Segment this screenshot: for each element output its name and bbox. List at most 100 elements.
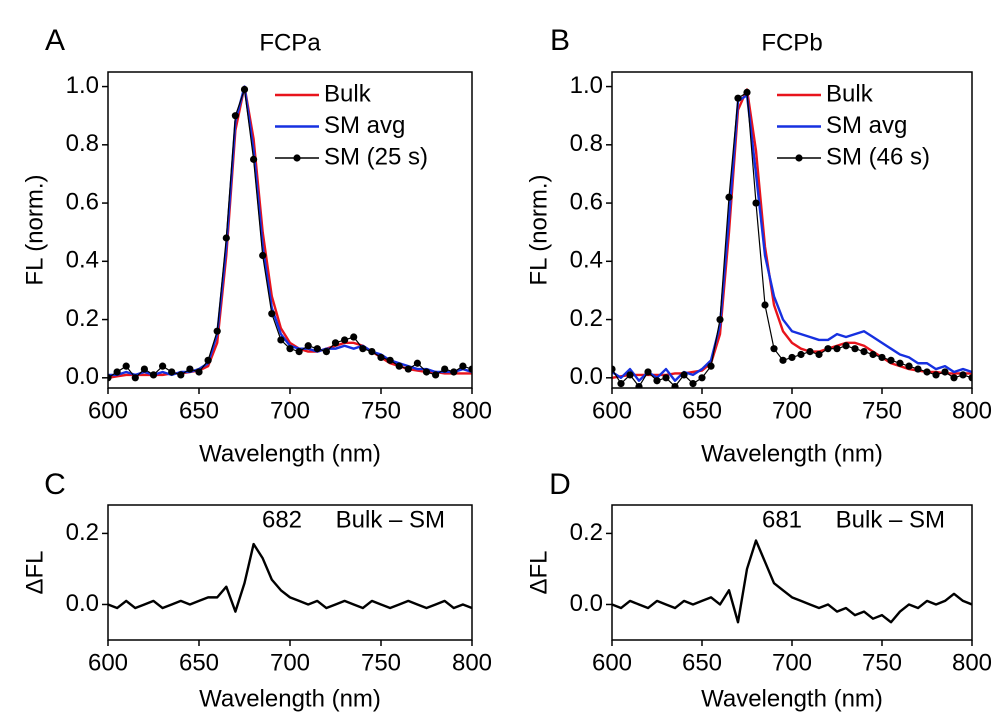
data-point [186, 365, 194, 373]
y-tick-label: 0.2 [66, 305, 99, 332]
data-point [887, 356, 895, 364]
data-point [441, 365, 449, 373]
annotation: Bulk – SM [336, 506, 445, 533]
data-point [177, 371, 185, 379]
data-point [617, 380, 625, 388]
plot-area [612, 539, 972, 624]
data-point [159, 362, 167, 370]
x-tick-label: 700 [772, 397, 812, 424]
panel-label: B [550, 24, 570, 57]
legend-marker [795, 154, 803, 162]
data-point [168, 368, 176, 376]
data-point [231, 112, 239, 120]
data-point [842, 342, 850, 350]
y-tick-label: 0.2 [570, 305, 603, 332]
data-point [213, 327, 221, 335]
data-point [662, 374, 670, 382]
data-point [698, 374, 706, 382]
data-point [788, 353, 796, 362]
series-line [108, 85, 472, 377]
data-point [905, 362, 913, 370]
data-point [752, 199, 760, 207]
data-point [322, 347, 330, 356]
data-point [222, 234, 230, 242]
x-tick-label: 800 [952, 397, 992, 424]
series-line [108, 542, 472, 613]
y-axis-label: ΔFL [525, 550, 552, 594]
series-line [108, 88, 472, 379]
x-tick-label: 600 [88, 649, 128, 676]
data-point [851, 345, 859, 353]
legend-label: SM avg [324, 112, 405, 139]
data-point [707, 362, 715, 370]
data-point [743, 88, 751, 96]
legend-label: Bulk [324, 80, 372, 107]
data-point [644, 368, 652, 376]
data-point [923, 368, 931, 376]
data-point [149, 371, 158, 379]
x-axis-label: Wavelength (nm) [701, 440, 883, 467]
data-point [653, 377, 661, 385]
y-tick-label: 0.8 [66, 130, 99, 157]
y-tick-label: 1.0 [570, 72, 603, 99]
plot-area [108, 542, 472, 613]
panel-label: D [549, 468, 571, 501]
y-tick-label: 0.0 [570, 590, 603, 617]
x-tick-label: 750 [862, 397, 902, 424]
axes-frame [611, 71, 973, 389]
data-point [468, 365, 472, 373]
data-point [779, 356, 787, 364]
y-tick-label: 0.2 [570, 519, 603, 546]
data-point [459, 362, 467, 370]
data-point [195, 368, 203, 376]
x-tick-label: 650 [179, 649, 219, 676]
data-point [286, 345, 294, 353]
series-line [612, 88, 972, 379]
x-axis-label: Wavelength (nm) [199, 685, 381, 712]
x-tick-label: 600 [592, 649, 632, 676]
legend-marker [293, 154, 301, 162]
data-point [295, 347, 303, 356]
data-point [422, 368, 431, 376]
data-point [259, 251, 267, 260]
data-point [815, 350, 823, 359]
x-tick-label: 800 [952, 649, 992, 676]
y-tick-label: 0.4 [570, 247, 603, 274]
data-point [413, 359, 421, 367]
data-point [359, 345, 367, 353]
y-tick-label: 0.0 [66, 590, 99, 617]
x-tick-label: 650 [179, 397, 219, 424]
x-axis-label: Wavelength (nm) [199, 440, 381, 467]
data-point [368, 347, 376, 356]
data-point [680, 371, 688, 379]
data-point [734, 94, 742, 102]
data-point [450, 368, 458, 376]
panel-label: A [45, 24, 65, 57]
y-tick-label: 0.8 [570, 130, 603, 157]
y-axis-label: FL (norm.) [525, 174, 552, 285]
data-point [671, 382, 679, 388]
y-tick-label: 0.2 [66, 519, 99, 546]
data-point [860, 347, 868, 356]
x-tick-label: 750 [862, 649, 902, 676]
data-point [959, 371, 967, 379]
legend-label: Bulk [826, 80, 874, 107]
data-point [131, 374, 139, 382]
data-point [250, 155, 258, 163]
x-tick-label: 650 [682, 649, 722, 676]
data-point [113, 368, 121, 376]
data-point [968, 374, 972, 382]
x-tick-label: 800 [452, 649, 492, 676]
annotation: 681 [762, 506, 802, 533]
data-point [341, 336, 349, 344]
data-point [331, 339, 340, 347]
annotation: Bulk – SM [836, 506, 945, 533]
data-point [914, 365, 922, 373]
x-tick-label: 600 [592, 397, 632, 424]
data-point [833, 345, 841, 353]
y-tick-label: 0.4 [66, 247, 99, 274]
data-point [395, 362, 403, 370]
panel-title: FCPa [259, 29, 321, 56]
x-tick-label: 700 [772, 649, 812, 676]
legend-label: SM (25 s) [324, 143, 428, 170]
